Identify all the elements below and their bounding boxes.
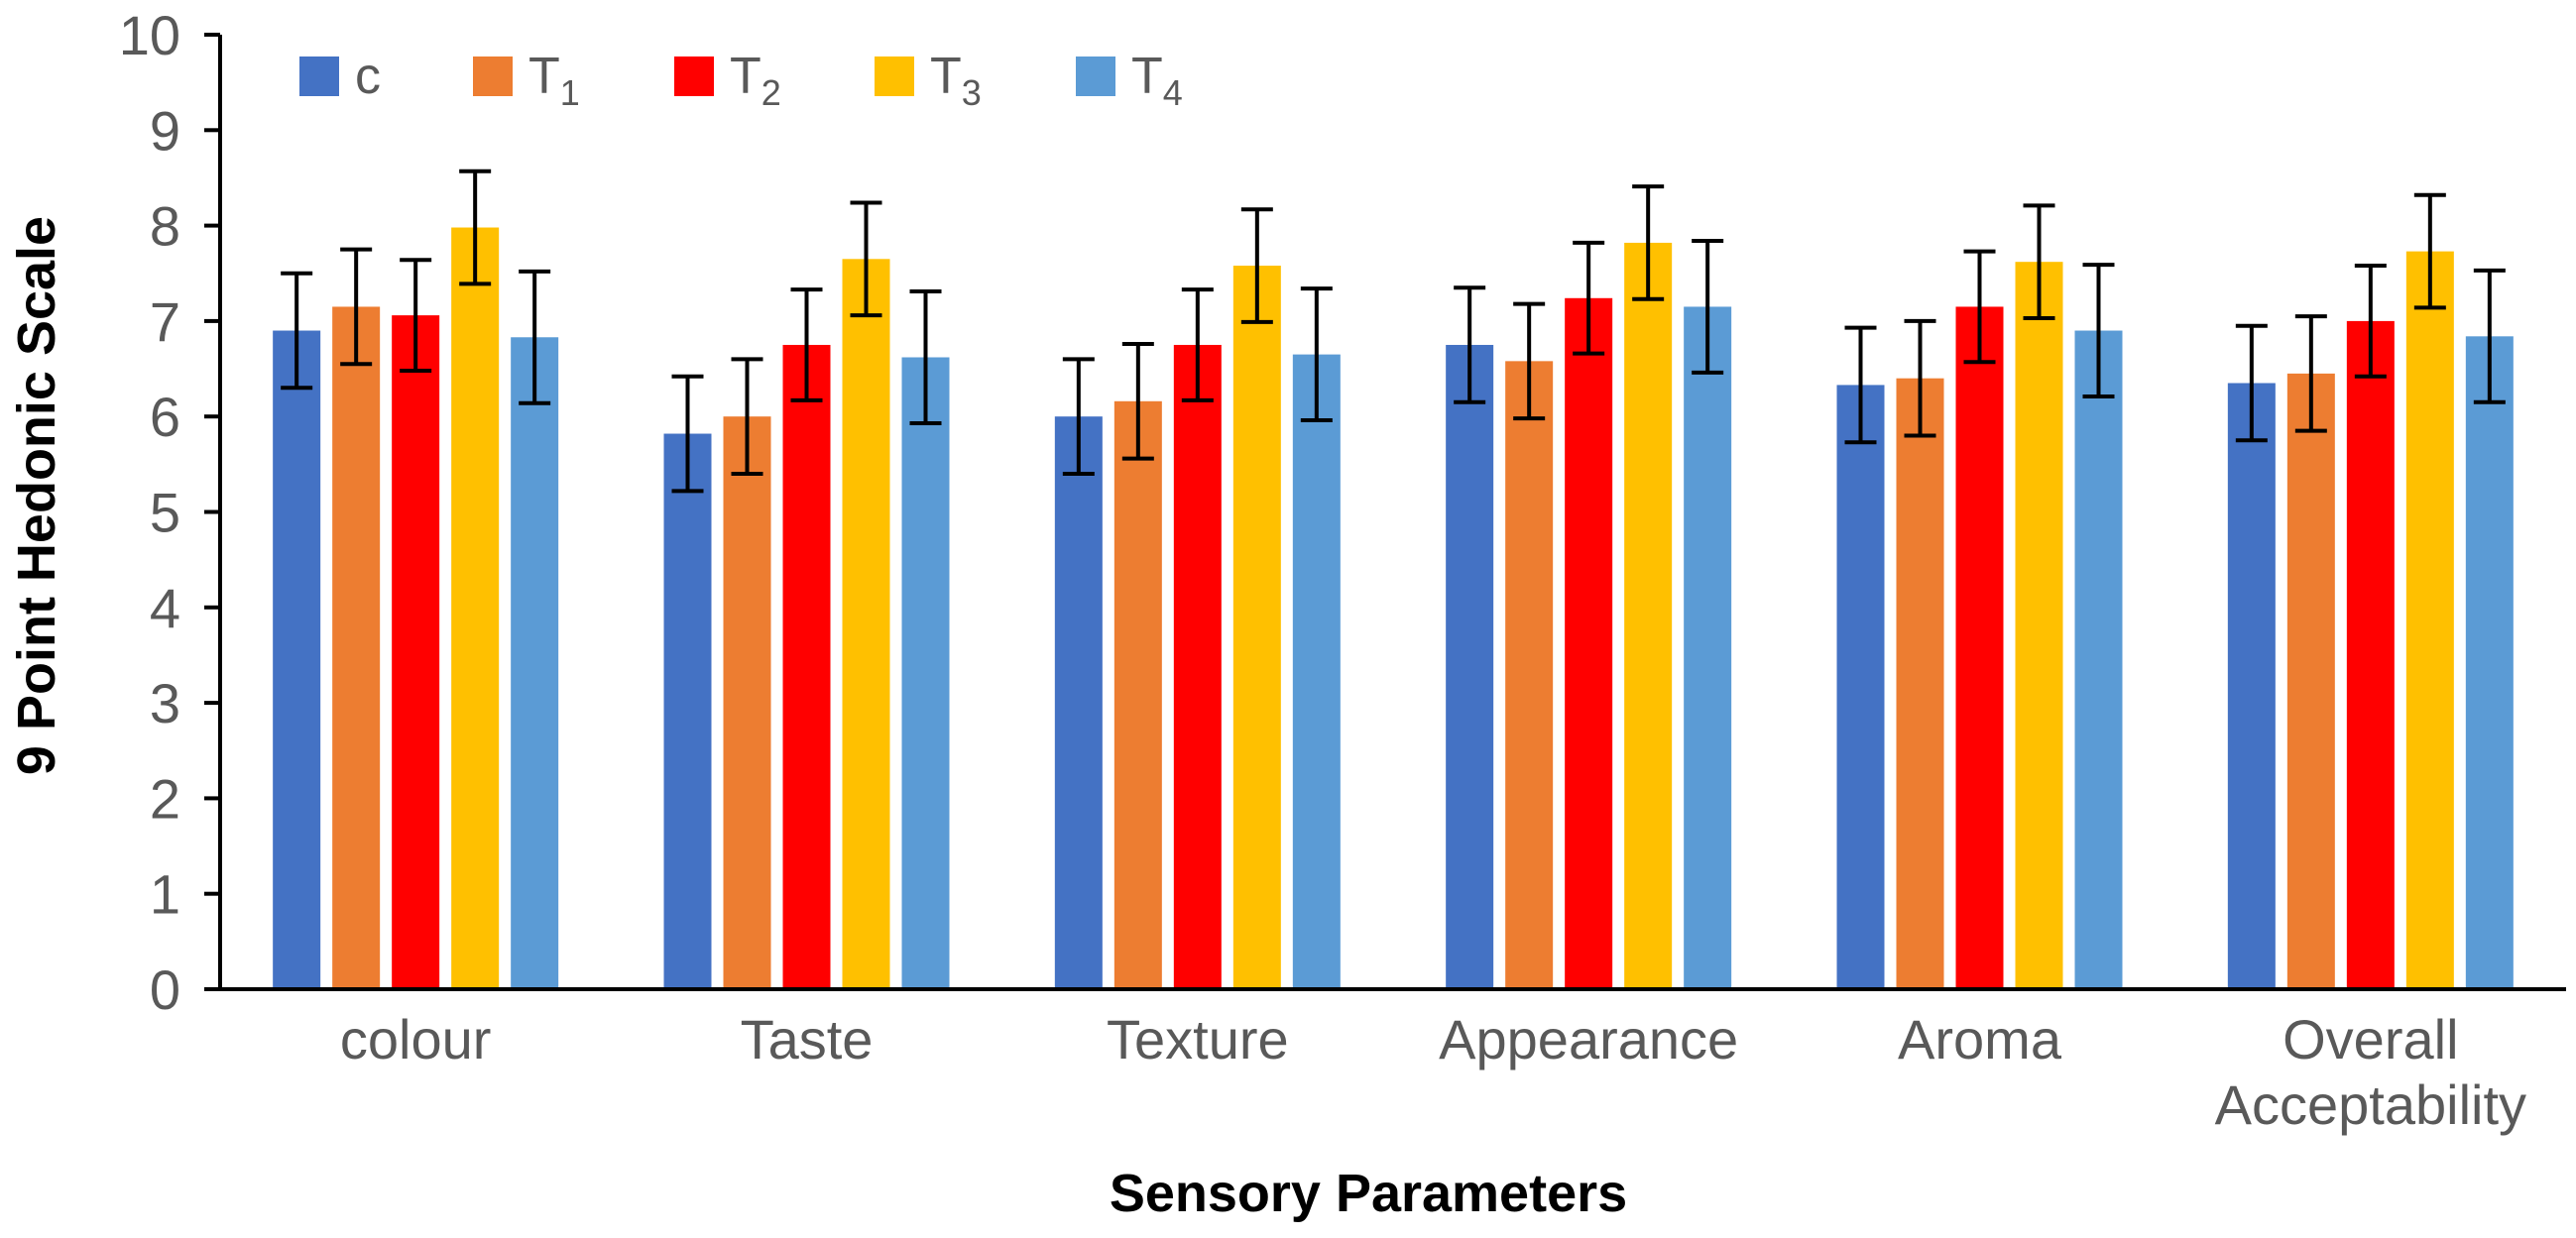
bar-T4-0 <box>511 337 559 989</box>
error-bar-T3-2 <box>1240 207 1273 324</box>
legend-swatch <box>875 56 914 96</box>
bar-T3-4 <box>2015 262 2063 990</box>
error-bar-T1-3 <box>1513 301 1546 421</box>
bar-T3-2 <box>1232 266 1281 989</box>
error-bar-T2-4 <box>1963 249 1996 365</box>
y-tick-label: 4 <box>150 577 180 639</box>
legend-label: T2 <box>730 48 781 113</box>
y-tick-label: 9 <box>150 99 180 162</box>
error-bar-T4-1 <box>909 289 942 425</box>
bar-T1-1 <box>723 416 771 989</box>
x-tick-label: Overall Acceptability <box>2215 1008 2526 1136</box>
error-bars-layer <box>281 169 2506 494</box>
legend-item-T3: T3 <box>875 48 982 113</box>
error-bar-T2-0 <box>400 258 432 373</box>
error-bar-c-4 <box>1844 325 1877 445</box>
axes-layer: colour Taste Texture Appearance Aroma Overall… <box>119 4 2566 1136</box>
legend-swatch <box>1076 56 1115 96</box>
bar-T2-1 <box>782 344 831 990</box>
error-bar-T1-0 <box>340 247 373 367</box>
x-tick-label: Appearance <box>1439 1008 1738 1070</box>
error-bar-T3-4 <box>2023 203 2055 321</box>
bar-T2-4 <box>1955 306 2004 990</box>
legend-item-T4: T4 <box>1076 48 1183 113</box>
legend-swatch <box>299 56 339 96</box>
bar-T4-1 <box>901 357 950 989</box>
error-bar-c-1 <box>671 374 704 494</box>
error-bar-T1-4 <box>1904 318 1936 438</box>
bar-T1-4 <box>1896 378 1944 989</box>
legend-label: T1 <box>528 48 580 113</box>
legend-label: c <box>355 48 381 105</box>
error-bar-c-5 <box>2235 323 2268 443</box>
bar-T2-5 <box>2346 320 2395 989</box>
error-bar-T4-5 <box>2473 268 2506 404</box>
legend-label: T3 <box>930 48 982 113</box>
y-tick-label: 0 <box>150 958 180 1021</box>
bar-c-3 <box>1446 344 1494 990</box>
bars-layer <box>273 227 2514 990</box>
bar-T4-3 <box>1684 306 1732 990</box>
legend-item-T1: T1 <box>473 48 580 113</box>
bar-c-5 <box>2227 383 2276 989</box>
error-bar-T1-1 <box>731 357 763 476</box>
error-bar-T3-5 <box>2413 192 2446 310</box>
x-tick-label: Taste <box>741 1008 874 1070</box>
bar-T2-0 <box>392 315 440 989</box>
bar-T1-3 <box>1505 361 1554 989</box>
error-bar-c-0 <box>281 271 313 391</box>
error-bar-T4-2 <box>1300 286 1333 423</box>
error-bar-T2-3 <box>1573 240 1605 356</box>
y-tick-label: 3 <box>150 672 180 734</box>
bar-c-4 <box>1836 385 1885 989</box>
error-bar-T4-4 <box>2082 263 2115 398</box>
error-bar-T3-1 <box>850 200 882 318</box>
bar-T1-5 <box>2286 373 2335 989</box>
error-bar-T3-3 <box>1632 184 1665 301</box>
y-tick-label: 2 <box>150 767 180 830</box>
bar-c-0 <box>273 330 321 989</box>
error-bar-c-3 <box>1454 285 1486 404</box>
bar-T1-0 <box>332 306 381 990</box>
bar-T1-2 <box>1113 400 1162 989</box>
bar-T2-3 <box>1565 297 1613 990</box>
bar-T4-2 <box>1292 354 1341 990</box>
y-tick-label: 7 <box>150 290 180 353</box>
bar-T3-0 <box>451 227 500 989</box>
error-bar-T2-5 <box>2354 264 2387 379</box>
legend-label: T4 <box>1131 48 1183 113</box>
x-axis-title: Sensory Parameters <box>1110 1164 1627 1223</box>
error-bar-c-2 <box>1062 357 1095 476</box>
y-tick-label: 6 <box>150 386 180 448</box>
bar-T3-3 <box>1624 242 1673 989</box>
error-bar-T4-0 <box>519 269 551 405</box>
bar-T3-5 <box>2405 251 2454 989</box>
y-axis-title: 9 Point Hedonic Scale <box>7 216 66 775</box>
x-tick-label: colour <box>340 1008 492 1070</box>
legend-item-T2: T2 <box>674 48 781 113</box>
bar-T2-2 <box>1173 344 1222 990</box>
y-tick-label: 10 <box>119 4 180 66</box>
bar-c-1 <box>663 433 712 989</box>
y-tick-label: 8 <box>150 195 180 258</box>
error-bar-T3-0 <box>459 169 492 286</box>
x-tick-label: Texture <box>1107 1008 1289 1070</box>
bar-T3-1 <box>842 259 890 989</box>
legend-swatch <box>473 56 513 96</box>
error-bar-T1-2 <box>1121 342 1154 461</box>
legend-item-c: c <box>299 48 381 105</box>
error-bar-T1-5 <box>2294 314 2327 433</box>
x-tick-label: Aroma <box>1898 1008 2062 1070</box>
legend-swatch <box>674 56 714 96</box>
y-tick-label: 1 <box>150 863 180 926</box>
error-bar-T2-2 <box>1181 287 1214 402</box>
error-bar-T2-1 <box>790 287 823 402</box>
bar-c-2 <box>1054 416 1103 989</box>
legend: c T1 T2 T3 T4 <box>299 48 1183 113</box>
error-bar-T4-3 <box>1692 239 1724 375</box>
bar-T4-4 <box>2074 330 2123 989</box>
y-tick-label: 5 <box>150 482 180 544</box>
bar-T4-5 <box>2465 336 2514 990</box>
